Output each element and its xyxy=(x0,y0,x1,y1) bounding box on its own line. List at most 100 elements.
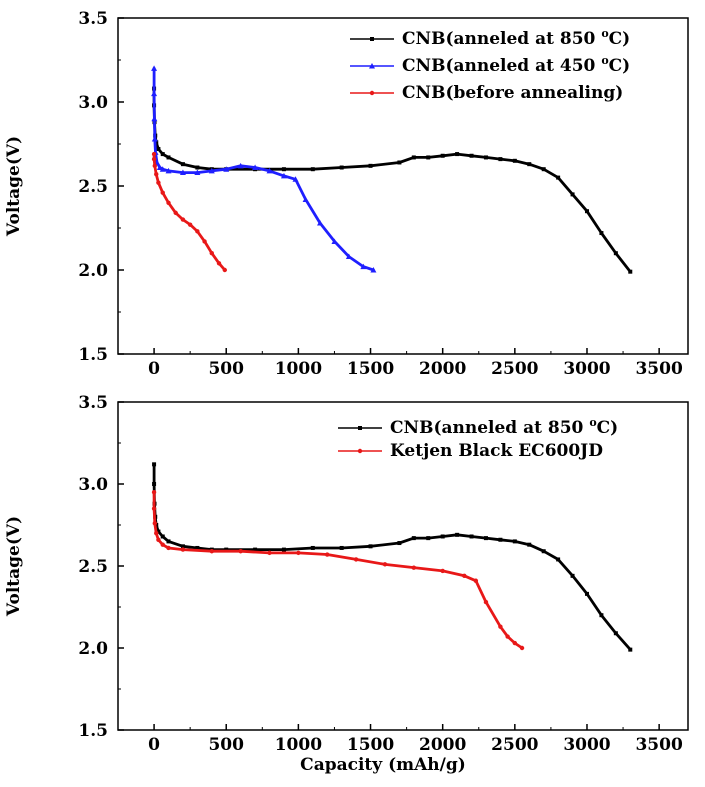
data-point xyxy=(209,251,214,256)
data-point xyxy=(195,165,200,170)
data-point xyxy=(156,537,161,542)
data-point xyxy=(160,152,165,157)
x-tick-label: 500 xyxy=(208,359,244,379)
data-point xyxy=(519,645,525,651)
data-point xyxy=(237,162,244,169)
data-point xyxy=(368,544,373,549)
data-point xyxy=(570,192,575,197)
series-3 xyxy=(151,151,227,273)
data-point xyxy=(473,578,479,583)
legend-marker xyxy=(358,426,362,430)
data-point xyxy=(154,172,159,177)
data-point xyxy=(156,147,161,152)
series-2 xyxy=(151,65,377,273)
data-point xyxy=(166,539,171,544)
data-point xyxy=(292,176,299,182)
legend-label-superscript: o xyxy=(589,416,596,429)
data-point xyxy=(151,65,158,71)
y-tick-label: 2.5 xyxy=(78,177,108,197)
y-tick-label: 2.5 xyxy=(78,557,108,577)
series-line xyxy=(152,462,632,651)
data-point xyxy=(527,162,532,167)
data-point xyxy=(180,544,185,549)
x-tick-label: 1500 xyxy=(347,735,394,755)
legend-label-tail: C) xyxy=(609,56,631,76)
data-point xyxy=(160,190,165,195)
data-point xyxy=(368,163,373,168)
legend-marker xyxy=(369,63,375,69)
data-point xyxy=(302,196,309,202)
data-point xyxy=(613,631,618,636)
data-point xyxy=(187,222,193,227)
data-point xyxy=(512,158,517,163)
legend-label-main: CNB(anneled at 850 xyxy=(390,418,589,438)
data-point xyxy=(527,542,532,547)
data-point xyxy=(469,534,474,539)
data-point xyxy=(541,167,546,172)
data-point xyxy=(266,167,273,174)
legend-label-main: CNB(anneled at 850 xyxy=(402,29,601,49)
data-point xyxy=(280,172,287,179)
data-point xyxy=(310,167,315,172)
data-point xyxy=(397,160,402,165)
data-point xyxy=(156,180,161,185)
x-axis-title: Capacity (mAh/g) xyxy=(300,755,466,775)
data-point xyxy=(281,167,286,172)
data-point xyxy=(224,547,229,552)
data-point xyxy=(345,253,352,260)
data-point xyxy=(310,545,315,550)
chart-panel-1: 0 500 1000 1500 2000 2500 3000 3500 1.5 2.0 2.5 3.0… xyxy=(4,9,689,379)
data-point xyxy=(281,547,286,552)
series-2 xyxy=(151,490,525,651)
data-point xyxy=(202,239,207,244)
data-point xyxy=(512,539,517,544)
data-point xyxy=(584,591,589,596)
legend-label-superscript: o xyxy=(601,27,608,40)
data-point xyxy=(156,164,163,171)
data-point xyxy=(180,217,186,222)
data-point xyxy=(469,153,474,158)
legend-label-tail: C) xyxy=(597,418,619,438)
data-point xyxy=(180,162,185,167)
legend-entry: CNB(anneled at 850 oC) xyxy=(338,416,618,438)
x-tick-label: 3500 xyxy=(635,359,682,379)
data-point xyxy=(360,263,367,270)
data-point xyxy=(267,550,272,556)
x-tick-label: 2000 xyxy=(419,735,466,755)
series-1 xyxy=(152,462,633,652)
y-tick-label: 1.5 xyxy=(78,345,108,365)
data-point xyxy=(151,115,158,122)
data-point xyxy=(483,155,488,160)
data-point xyxy=(370,267,377,273)
x-tick-label: 0 xyxy=(148,359,160,379)
data-point xyxy=(462,573,467,579)
y-tick-label: 2.0 xyxy=(78,261,108,281)
data-point xyxy=(628,647,633,652)
data-point xyxy=(238,549,243,554)
legend-entry: CNB(before annealing) xyxy=(350,83,623,103)
data-point xyxy=(411,536,416,541)
legend-label-main: CNB(before annealing) xyxy=(402,83,623,103)
data-point xyxy=(160,534,165,539)
data-point xyxy=(160,542,165,547)
data-point xyxy=(628,269,633,274)
x-tick-label: 2000 xyxy=(419,359,466,379)
x-tick-label: 3000 xyxy=(563,359,610,379)
legend-label-main: Ketjen Black EC600JD xyxy=(390,441,603,461)
data-point xyxy=(179,169,186,176)
data-point xyxy=(296,550,301,556)
data-point xyxy=(426,536,431,541)
data-point xyxy=(152,521,157,526)
data-point xyxy=(397,541,402,546)
data-point xyxy=(483,536,488,541)
data-point xyxy=(209,549,214,554)
data-point xyxy=(353,557,359,562)
data-point xyxy=(455,152,460,157)
x-tick-label: 1500 xyxy=(347,359,394,379)
data-point xyxy=(151,151,157,157)
data-point xyxy=(152,482,157,486)
y-tick-label: 2.0 xyxy=(78,639,108,659)
data-point xyxy=(584,209,589,214)
data-point xyxy=(151,156,157,162)
y-tick-label: 3.5 xyxy=(78,393,108,413)
